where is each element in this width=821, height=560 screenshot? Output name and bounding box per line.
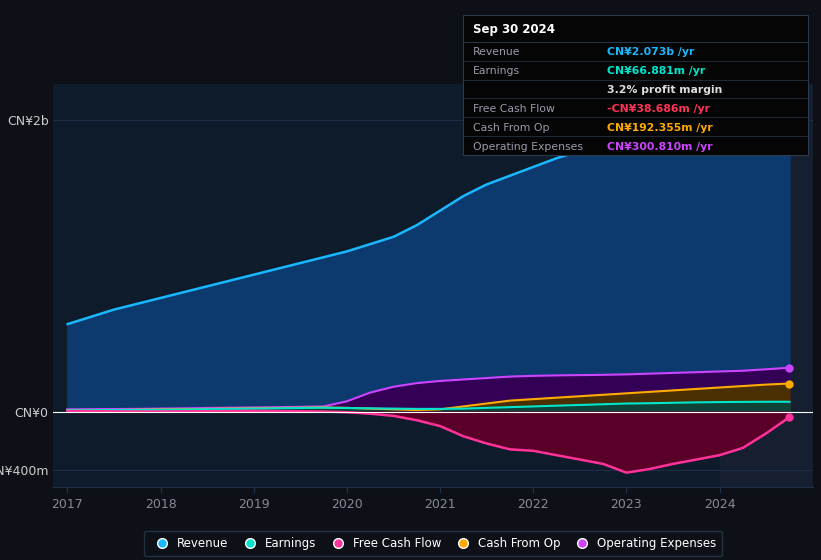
Text: CN¥192.355m /yr: CN¥192.355m /yr [607,123,713,133]
Text: Cash From Op: Cash From Op [473,123,549,133]
Text: CN¥2.073b /yr: CN¥2.073b /yr [607,47,694,57]
Text: Operating Expenses: Operating Expenses [473,142,583,152]
Text: Earnings: Earnings [473,66,520,76]
Text: CN¥66.881m /yr: CN¥66.881m /yr [607,66,705,76]
Text: Free Cash Flow: Free Cash Flow [473,104,555,114]
Text: 3.2% profit margin: 3.2% profit margin [607,85,722,95]
Text: Sep 30 2024: Sep 30 2024 [473,22,555,35]
Bar [720,84,813,487]
Text: Revenue: Revenue [473,47,521,57]
Legend: Revenue, Earnings, Free Cash Flow, Cash From Op, Operating Expenses: Revenue, Earnings, Free Cash Flow, Cash … [144,531,722,556]
Text: -CN¥38.686m /yr: -CN¥38.686m /yr [607,104,709,114]
Text: CN¥300.810m /yr: CN¥300.810m /yr [607,142,713,152]
